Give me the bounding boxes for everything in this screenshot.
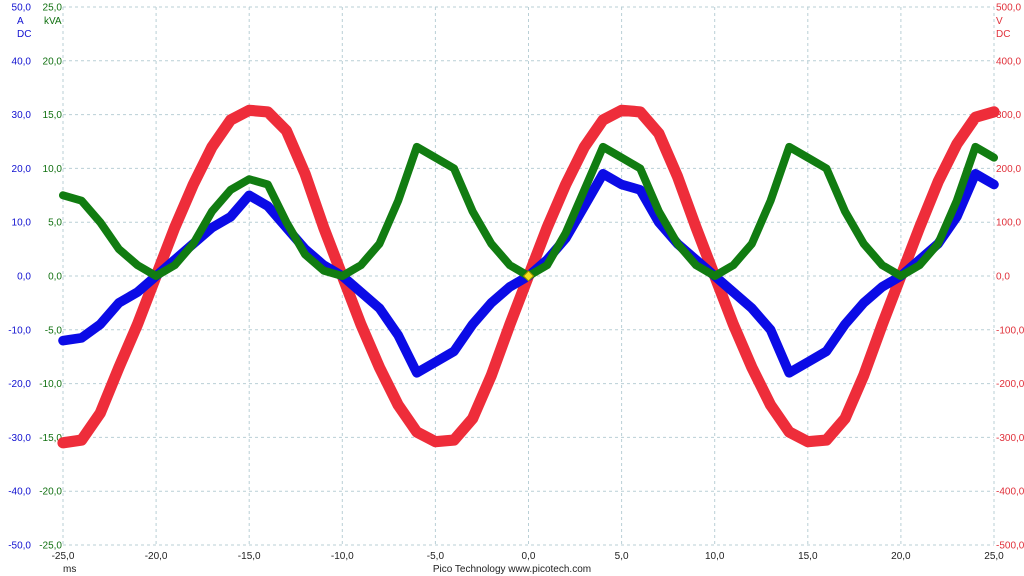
power-axis-tick-label: 20,0 <box>43 56 63 67</box>
current-unit-label: A <box>17 16 24 27</box>
current-axis-tick-label: 40,0 <box>12 56 32 67</box>
power-axis-tick-label: -5,0 <box>45 325 63 336</box>
current-axis-tick-label: -30,0 <box>8 433 31 444</box>
marker-layer[interactable] <box>522 270 535 282</box>
left-axis-power: 25,0 20,0 15,0 10,0 5,0 0,0 -5,0 -10,0 -15,0 -20,… <box>39 3 62 552</box>
voltage-coupling-label: DC <box>996 29 1010 40</box>
current-axis-tick-label: -50,0 <box>8 541 31 552</box>
voltage-axis-tick-label: -300,0 <box>996 433 1024 444</box>
x-axis: -25,0 -20,0 -15,0 -10,0 -5,0 0,0 5,0 10,0 15,0 20… <box>52 551 1005 575</box>
current-axis-tick-label: 0,0 <box>17 272 31 283</box>
power-axis-tick-label: -15,0 <box>39 433 62 444</box>
x-tick-label: -15,0 <box>238 551 261 562</box>
x-tick-label: 10,0 <box>705 551 725 562</box>
voltage-axis-tick-label: 300,0 <box>996 110 1021 121</box>
voltage-axis-tick-label: 0,0 <box>996 272 1010 283</box>
current-axis-tick-label: -40,0 <box>8 487 31 498</box>
voltage-axis-tick-label: 400,0 <box>996 56 1021 67</box>
power-axis-tick-label: -20,0 <box>39 487 62 498</box>
power-axis-tick-label: 25,0 <box>43 3 63 14</box>
voltage-axis-tick-label: -400,0 <box>996 487 1024 498</box>
x-tick-label: -5,0 <box>427 551 445 562</box>
x-tick-label: 15,0 <box>798 551 818 562</box>
voltage-axis-tick-label: -100,0 <box>996 325 1024 336</box>
left-axis-current: 50,0 40,0 30,0 20,0 10,0 0,0 -10,0 -20,0 -30,0 -4… <box>8 3 31 552</box>
footer-text: Pico Technology www.picotech.com <box>433 564 591 575</box>
current-axis-tick-label: 20,0 <box>12 164 32 175</box>
voltage-axis-tick-label: -500,0 <box>996 541 1024 552</box>
x-tick-label: 0,0 <box>522 551 536 562</box>
x-tick-label: -10,0 <box>331 551 354 562</box>
power-axis-tick-label: 0,0 <box>48 272 62 283</box>
current-axis-tick-label: 10,0 <box>12 218 32 229</box>
x-tick-label: 5,0 <box>615 551 629 562</box>
voltage-axis-tick-label: 500,0 <box>996 3 1021 14</box>
current-axis-tick-label: 30,0 <box>12 110 32 121</box>
current-axis-tick-label: -10,0 <box>8 325 31 336</box>
power-axis-tick-label: 15,0 <box>43 110 63 121</box>
voltage-axis-tick-label: -200,0 <box>996 379 1024 390</box>
x-tick-label: 20,0 <box>891 551 911 562</box>
voltage-unit-label: V <box>996 16 1003 27</box>
power-axis-tick-label: -10,0 <box>39 379 62 390</box>
x-tick-label: -20,0 <box>145 551 168 562</box>
x-tick-label: 25,0 <box>984 551 1004 562</box>
current-coupling-label: DC <box>17 29 31 40</box>
x-unit-label: ms <box>63 564 76 575</box>
axis-units: A DC kVA V DC <box>17 16 1010 40</box>
power-axis-tick-label: 5,0 <box>48 218 62 229</box>
voltage-axis-tick-label: 200,0 <box>996 164 1021 175</box>
power-axis-tick-label: 10,0 <box>43 164 63 175</box>
right-axis-voltage: 500,0 400,0 300,0 200,0 100,0 0,0 -100,0 -200,0… <box>996 3 1024 552</box>
power-unit-label: kVA <box>44 16 62 27</box>
voltage-axis-tick-label: 100,0 <box>996 218 1021 229</box>
power-axis-tick-label: -25,0 <box>39 541 62 552</box>
current-axis-tick-label: -20,0 <box>8 379 31 390</box>
current-axis-tick-label: 50,0 <box>12 3 32 14</box>
trigger-marker[interactable] <box>522 270 535 282</box>
x-tick-label: -25,0 <box>52 551 75 562</box>
